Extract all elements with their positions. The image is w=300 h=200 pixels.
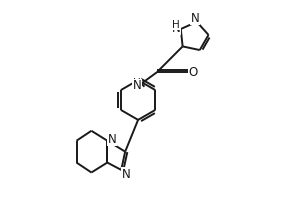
Text: N: N: [122, 168, 130, 181]
Text: N: N: [172, 22, 180, 35]
Text: H: H: [133, 78, 141, 88]
Text: O: O: [188, 66, 198, 79]
Text: N: N: [190, 12, 199, 25]
Text: N: N: [133, 79, 142, 92]
Text: H: H: [172, 20, 180, 30]
Text: N: N: [107, 133, 116, 146]
